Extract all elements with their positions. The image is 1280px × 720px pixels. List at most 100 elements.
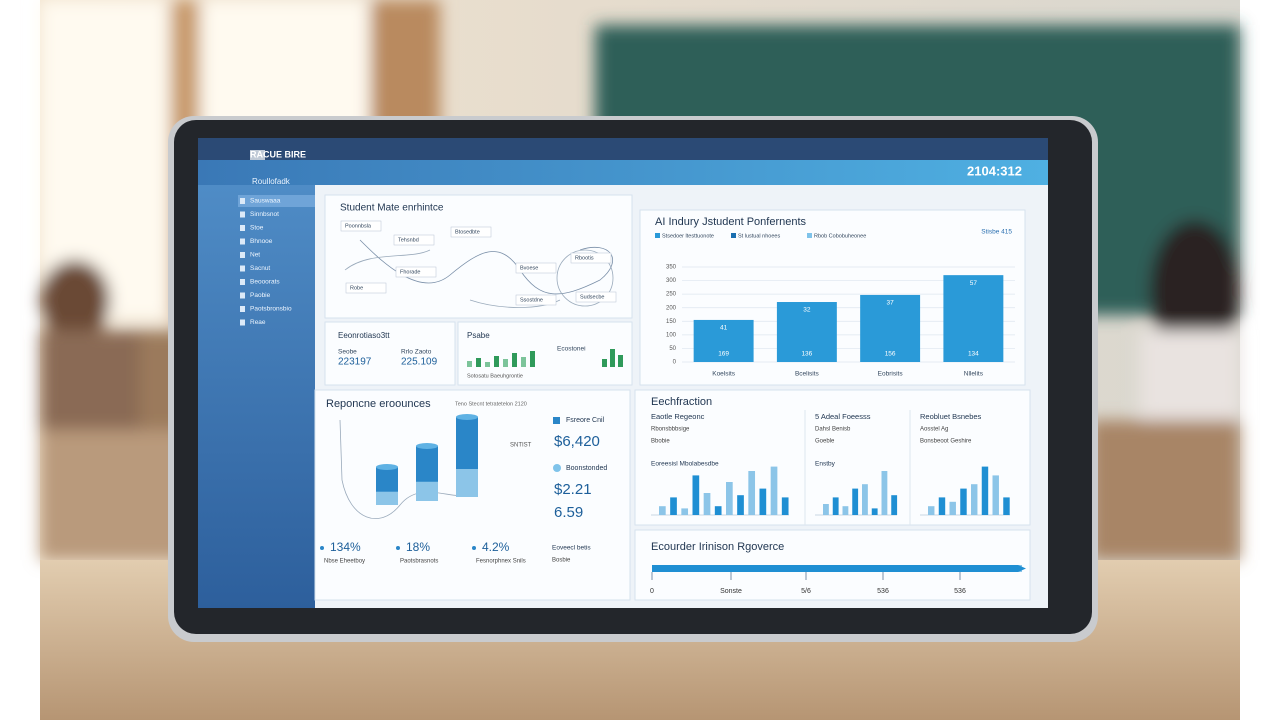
bar-label: 37 bbox=[887, 300, 895, 307]
tech-bar bbox=[891, 495, 898, 515]
bar bbox=[693, 319, 754, 362]
app-name: RACUE BIRE bbox=[250, 149, 306, 159]
tech-bar bbox=[938, 497, 946, 515]
note-sub: Bosbie bbox=[552, 558, 571, 564]
flow-node bbox=[395, 266, 437, 278]
tech-bar bbox=[832, 497, 839, 515]
tech-bar bbox=[659, 506, 666, 515]
percent-label: Paotsbrasnots bbox=[400, 559, 438, 565]
tech-bar bbox=[971, 484, 978, 515]
progress-bar bbox=[652, 565, 1026, 572]
flow-node-label: Sudsecbe bbox=[580, 294, 604, 300]
app-icon bbox=[250, 150, 265, 160]
sidebar-item: Net bbox=[250, 252, 260, 259]
column-sub: Eoreesisl Mbolabesdbe bbox=[651, 461, 719, 468]
stat-label: Seobe bbox=[338, 349, 357, 356]
tech-bar bbox=[692, 475, 700, 515]
x-tick-label: Koelsits bbox=[712, 371, 736, 378]
sidebar-icon bbox=[240, 238, 245, 245]
bar bbox=[776, 302, 837, 362]
mini-bar bbox=[485, 362, 490, 367]
flow-node bbox=[393, 234, 435, 246]
clock: 2104:312 bbox=[967, 163, 1022, 178]
tech-bar bbox=[714, 506, 722, 515]
tech-bar bbox=[823, 504, 829, 515]
tech-bar bbox=[670, 497, 677, 515]
legend-entry: St lustual nhoees bbox=[738, 233, 780, 239]
mini-bar bbox=[618, 355, 623, 367]
cylinder-lower bbox=[376, 491, 398, 505]
bar-label: 136 bbox=[801, 351, 812, 358]
progress-tick-label: 5/6 bbox=[801, 588, 811, 595]
y-tick-label: 300 bbox=[666, 278, 677, 284]
flow-node bbox=[340, 220, 382, 232]
column-line: Bbobie bbox=[651, 439, 670, 445]
tech-bar bbox=[949, 501, 956, 515]
tech-bar bbox=[842, 506, 849, 515]
stat-value: 225.109 bbox=[401, 357, 438, 368]
column-title: 5 Adeal Foeesss bbox=[815, 412, 871, 421]
sidebar-icon bbox=[240, 198, 245, 204]
bar-label: 57 bbox=[970, 280, 978, 287]
sidebar-icon bbox=[240, 279, 245, 285]
panel-title: Reponcne eroounces bbox=[326, 398, 431, 410]
flow-node-label: Robe bbox=[350, 285, 363, 291]
header-subtitle: Roullofadk bbox=[252, 177, 291, 186]
percent-label: Fesnorphnex Snils bbox=[476, 559, 526, 565]
tech-bar bbox=[960, 488, 967, 515]
caption: Sotosatu Baeuhgrontie bbox=[467, 373, 523, 379]
x-tick-label: Eobrisits bbox=[878, 371, 904, 378]
bar-label: 32 bbox=[803, 307, 811, 314]
panel-subtitle: Teno Stecnt tetratetelon 2120 bbox=[455, 401, 527, 407]
mini-bar bbox=[467, 361, 472, 367]
tech-bar bbox=[1003, 497, 1010, 515]
legend-entry: Stsedoer ltesttuonote bbox=[662, 233, 714, 239]
panel-title: Student Mate enrhintce bbox=[340, 203, 444, 214]
stat-label: Fsreore Cnil bbox=[566, 417, 605, 424]
stat-value: $2.21 bbox=[554, 481, 592, 498]
y-tick-label: 50 bbox=[669, 346, 676, 352]
sidebar-item: Bhnooe bbox=[250, 238, 273, 245]
column-title: Reobluet Bsnebes bbox=[920, 412, 982, 421]
sidebar-item: Stoe bbox=[250, 225, 264, 232]
panel bbox=[324, 321, 456, 386]
y-tick-label: 200 bbox=[666, 305, 677, 311]
flow-node-label: Rbootis bbox=[575, 255, 594, 261]
percent-dot bbox=[396, 546, 400, 550]
flow-node bbox=[570, 252, 612, 264]
flow-node-label: Poonnbsla bbox=[345, 223, 372, 229]
sidebar-icon bbox=[240, 225, 245, 231]
tech-bar bbox=[881, 471, 888, 515]
flow-node-label: Btosedbte bbox=[455, 229, 480, 235]
bar bbox=[860, 294, 921, 362]
column-title: Eaotle Regeonc bbox=[651, 412, 705, 421]
sidebar-item: Paotsbronsbio bbox=[250, 306, 292, 313]
percent-value: 18% bbox=[406, 540, 430, 554]
y-tick-label: 150 bbox=[666, 319, 677, 325]
legend-swatch bbox=[731, 233, 736, 238]
legend-swatch bbox=[655, 233, 660, 238]
percent-value: 4.2% bbox=[482, 540, 510, 554]
progress-tick-label: Sonste bbox=[720, 588, 742, 595]
flow-node bbox=[515, 262, 557, 274]
tech-bar bbox=[981, 466, 989, 515]
panel-subtitle: Ecostonei bbox=[557, 346, 586, 353]
flow-node-label: Bvoese bbox=[520, 265, 538, 271]
sidebar-icon bbox=[240, 252, 245, 258]
column-line: Dahsl Benisb bbox=[815, 427, 851, 433]
bar-label: 134 bbox=[968, 351, 979, 358]
sidebar-item: Sauswaaa bbox=[250, 198, 281, 205]
mini-bar bbox=[494, 356, 499, 367]
flow-node bbox=[450, 226, 492, 238]
percent-dot bbox=[472, 546, 476, 550]
mini-bar bbox=[512, 353, 517, 367]
tech-bar bbox=[748, 471, 756, 515]
column-line: Aosstel Ag bbox=[920, 427, 948, 433]
tech-bar bbox=[726, 482, 733, 515]
panel-title: Psabe bbox=[467, 331, 490, 340]
stat-value: $6,420 bbox=[554, 433, 600, 450]
progress-tick-label: 536 bbox=[877, 588, 889, 595]
sidebar-icon bbox=[240, 306, 245, 312]
tech-bar bbox=[770, 466, 778, 515]
